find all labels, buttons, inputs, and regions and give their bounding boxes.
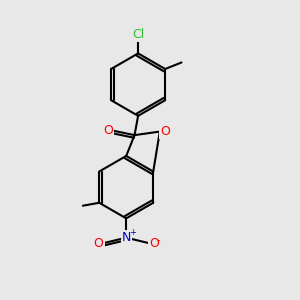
Text: O: O [160,125,170,138]
Text: N: N [122,231,131,244]
Text: O: O [149,236,159,250]
Text: -: - [157,235,160,245]
Text: +: + [129,228,136,237]
Text: O: O [94,236,103,250]
Text: Cl: Cl [132,28,144,41]
Text: O: O [103,124,113,136]
